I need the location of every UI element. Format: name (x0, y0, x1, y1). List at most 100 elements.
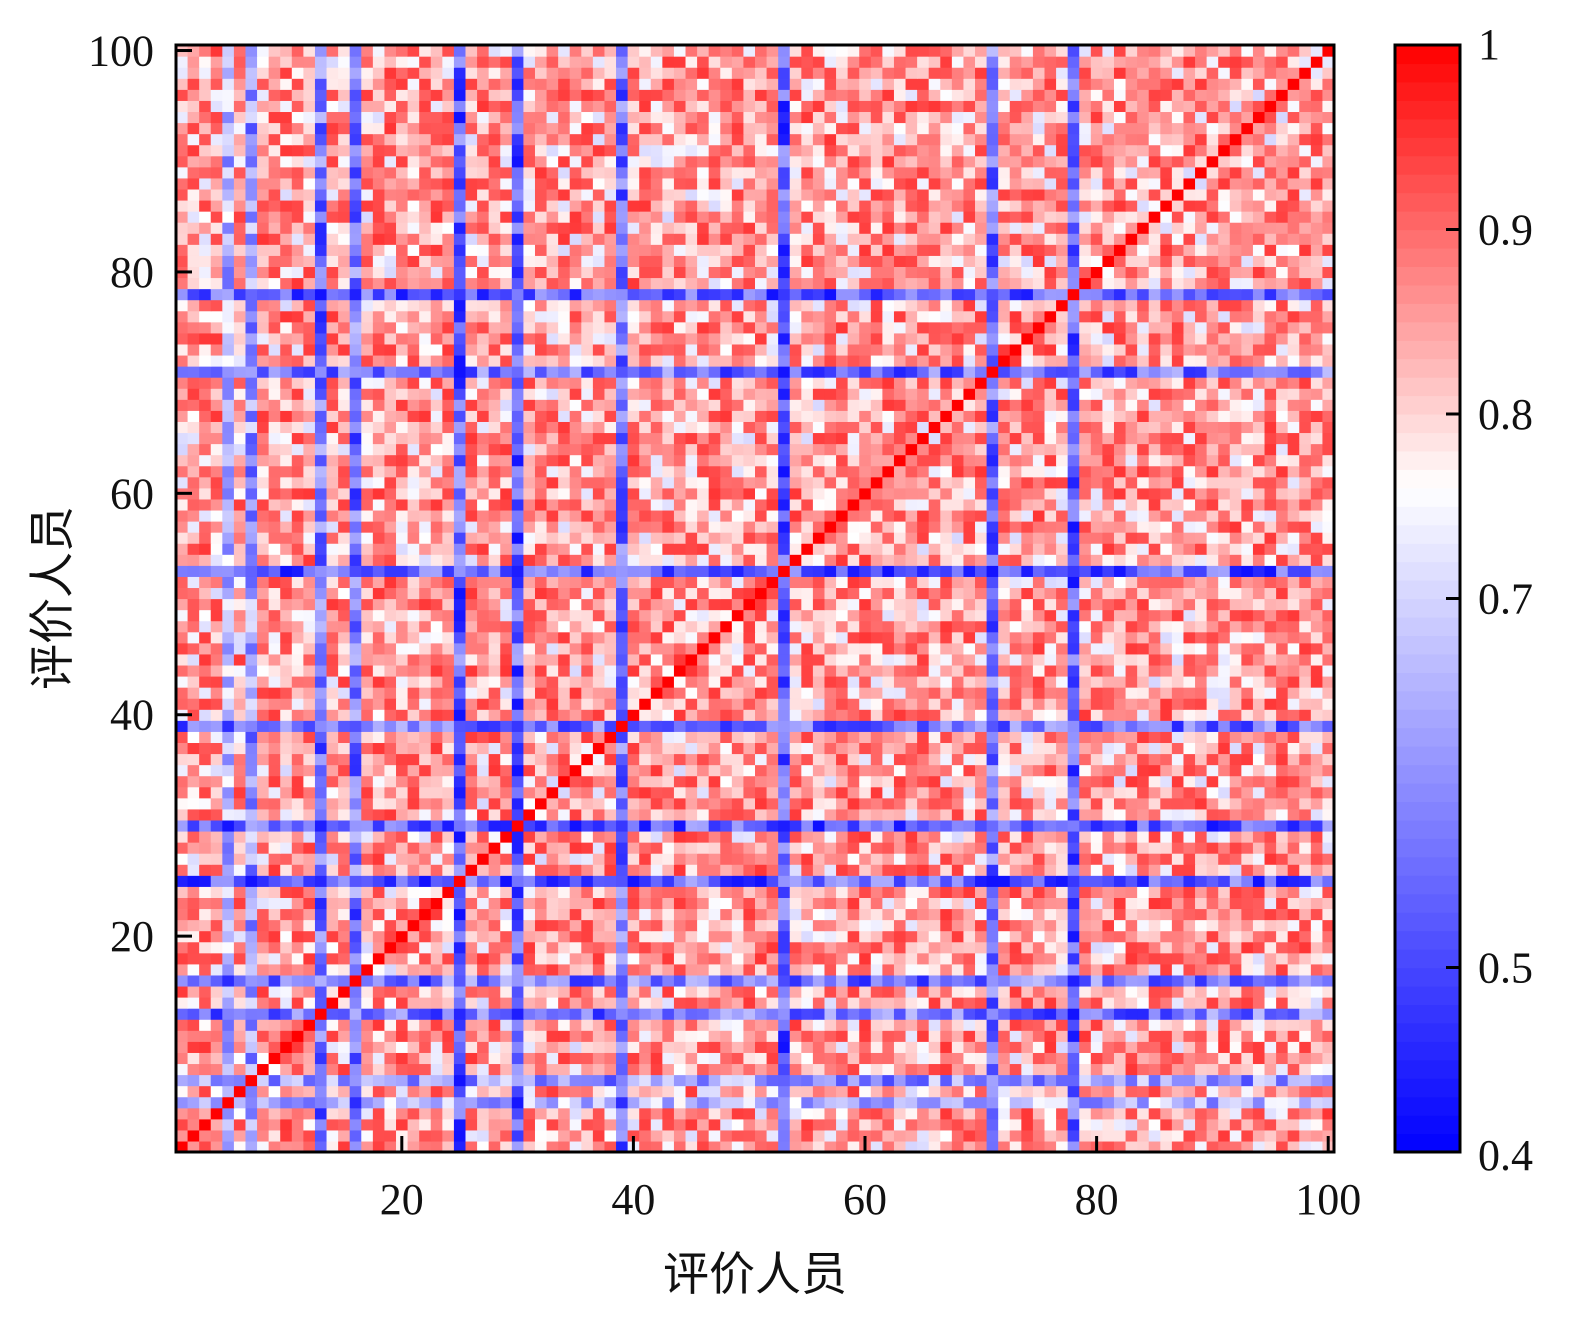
heat-cell (210, 675, 223, 688)
heat-cell (801, 886, 814, 898)
heat-cell (604, 997, 617, 1009)
heat-cell (905, 598, 918, 611)
heat-cell (1241, 963, 1254, 976)
heat-cell (1183, 919, 1196, 932)
heat-cell (940, 1096, 953, 1109)
heat-cell (280, 875, 293, 887)
heat-cell (326, 941, 339, 954)
heat-cell (720, 653, 733, 666)
heat-cell (592, 1140, 606, 1153)
heat-cell (396, 753, 409, 766)
heat-cell (1195, 1008, 1208, 1020)
heat-cell (627, 830, 640, 843)
heat-cell (755, 997, 768, 1009)
heat-cell (210, 808, 223, 821)
heat-cell (673, 842, 687, 854)
heat-cell (1195, 1063, 1208, 1076)
heat-cell (326, 764, 339, 777)
heat-cell (1229, 675, 1242, 688)
heat-cell (569, 675, 582, 688)
heat-cell (1229, 1085, 1242, 1098)
heat-cell (986, 930, 999, 943)
heat-cell (1067, 1052, 1080, 1065)
heat-cell (928, 941, 941, 954)
heat-cell (581, 864, 594, 876)
heat-cell (1032, 609, 1046, 622)
heat-cell (210, 731, 223, 744)
heat-cell (673, 775, 687, 788)
heat-cell (1171, 797, 1185, 810)
heat-cell (338, 875, 351, 887)
heat-cell (1310, 952, 1324, 965)
heat-cell (1137, 797, 1150, 810)
heat-cell (291, 1041, 304, 1053)
heat-cell (951, 675, 965, 688)
heat-cell (882, 1074, 895, 1087)
heat-cell (1252, 753, 1266, 766)
heat-cell (442, 620, 455, 633)
heat-cell (986, 1085, 999, 1098)
heat-cell (847, 1019, 860, 1031)
heat-cell (534, 808, 548, 821)
heat-cell (581, 1041, 594, 1053)
heat-cell (650, 1019, 663, 1031)
heat-cell (1195, 963, 1208, 976)
heat-cell (1206, 642, 1219, 655)
heat-cell (314, 698, 328, 710)
heat-cell (372, 698, 386, 710)
heat-cell (558, 598, 571, 611)
heat-cell (1079, 875, 1092, 887)
heat-cell (1218, 974, 1231, 987)
heat-cell (720, 864, 733, 876)
heat-cell (1241, 886, 1254, 898)
heat-cell (1090, 1085, 1103, 1098)
heat-cell (1160, 853, 1173, 865)
heat-cell (975, 886, 988, 898)
heat-cell (349, 720, 362, 732)
heat-cell (673, 620, 687, 633)
heat-cell (1090, 664, 1103, 677)
heat-cell (893, 974, 907, 987)
heat-cell (245, 1052, 258, 1065)
heat-cell (893, 819, 907, 832)
heat-cell (1218, 687, 1231, 699)
heat-cell (1125, 1008, 1138, 1020)
heat-cell (778, 731, 791, 744)
heat-cell (477, 775, 490, 788)
heat-cell (1079, 952, 1092, 965)
heat-cell (569, 642, 582, 655)
heat-cell (731, 808, 745, 821)
heat-cell (743, 598, 756, 611)
heat-cell (801, 930, 814, 943)
heat-cell (419, 1129, 432, 1142)
heat-cell (940, 753, 953, 766)
heat-cell (592, 897, 606, 910)
heat-cell (1160, 864, 1173, 876)
heat-cell (233, 786, 247, 799)
heat-cell (430, 1140, 443, 1153)
heat-cell (847, 753, 860, 766)
heat-cell (1079, 1063, 1092, 1076)
heat-cell (453, 930, 467, 943)
heat-cell (1299, 731, 1312, 744)
heat-cell (1137, 1052, 1150, 1065)
heat-cell (314, 963, 328, 976)
heat-cell (951, 786, 965, 799)
heat-cell (1195, 1118, 1208, 1131)
heat-cell (928, 864, 941, 876)
heat-cell (1009, 775, 1022, 788)
heat-cell (523, 1085, 536, 1098)
heat-cell (534, 1063, 548, 1076)
heat-cell (685, 952, 698, 965)
heat-cell (859, 1030, 872, 1042)
heat-cell (314, 753, 328, 766)
heat-cell (1148, 853, 1161, 865)
heat-cell (569, 764, 582, 777)
heat-cell (534, 753, 548, 766)
heat-cell (1148, 620, 1161, 633)
heat-cell (1067, 808, 1080, 821)
heat-cell (1032, 753, 1046, 766)
heat-cell (372, 853, 386, 865)
heat-cell (187, 941, 200, 954)
heat-cell (917, 709, 930, 721)
